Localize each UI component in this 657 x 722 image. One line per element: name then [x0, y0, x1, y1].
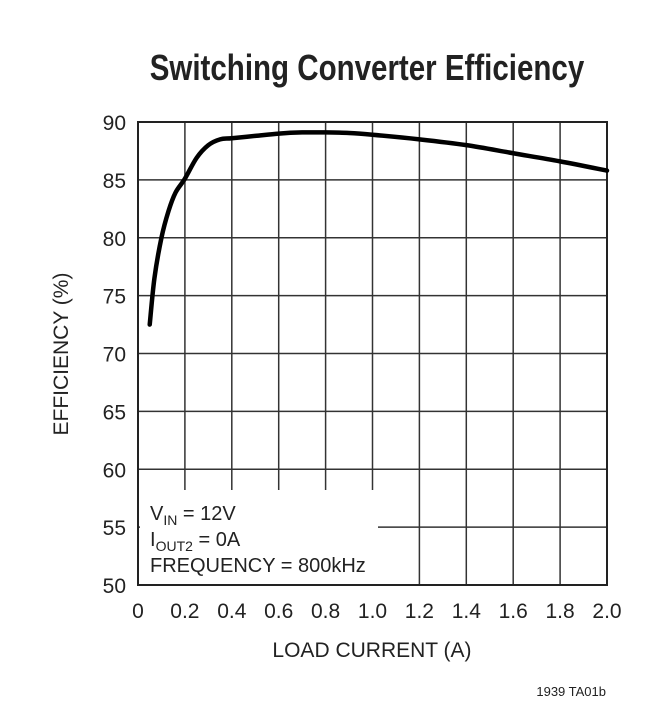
- x-tick-label: 1.4: [452, 600, 482, 623]
- x-tick-label: 0.4: [217, 600, 247, 623]
- x-tick-label: 1.8: [545, 600, 574, 623]
- annotation-vin: VIN = 12V: [150, 503, 236, 528]
- y-tick-label: 55: [103, 517, 126, 540]
- x-tick-label: 0.2: [170, 600, 199, 623]
- y-tick-label: 80: [103, 228, 126, 251]
- x-tick-label: 0: [132, 600, 144, 623]
- y-tick-label: 70: [103, 344, 126, 367]
- efficiency-series-line: [147, 130, 610, 327]
- figure-id: 1939 TA01b: [536, 684, 606, 699]
- y-tick-label: 75: [103, 286, 126, 309]
- y-axis-label: EFFICIENCY (%): [50, 273, 73, 436]
- x-tick-label: 0.6: [264, 600, 293, 623]
- annotation-iout2: IOUT2 = 0A: [150, 529, 241, 554]
- y-tick-labels: 50 55 60 65 70 75 80 85 90: [103, 112, 126, 598]
- y-tick-label: 50: [103, 575, 126, 598]
- plot-frame: [137, 121, 608, 586]
- x-tick-label: 1.6: [499, 600, 528, 623]
- chart-title: Switching Converter Efficiency: [150, 47, 585, 87]
- y-tick-label: 85: [103, 170, 126, 193]
- x-tick-label: 0.8: [311, 600, 340, 623]
- x-tick-label: 1.0: [358, 600, 387, 623]
- annotation-frequency: FREQUENCY = 800kHz: [150, 555, 366, 577]
- y-tick-label: 65: [103, 401, 126, 424]
- x-tick-label: 2.0: [592, 600, 621, 623]
- x-tick-labels: 0 0.2 0.4 0.6 0.8 1.0 1.2 1.4 1.6 1.8 2.0: [132, 600, 621, 623]
- x-tick-label: 1.2: [405, 600, 434, 623]
- y-tick-label: 60: [103, 459, 126, 482]
- y-tick-label: 90: [103, 112, 126, 135]
- legend-background: [140, 490, 378, 584]
- x-axis-label: LOAD CURRENT (A): [272, 639, 471, 662]
